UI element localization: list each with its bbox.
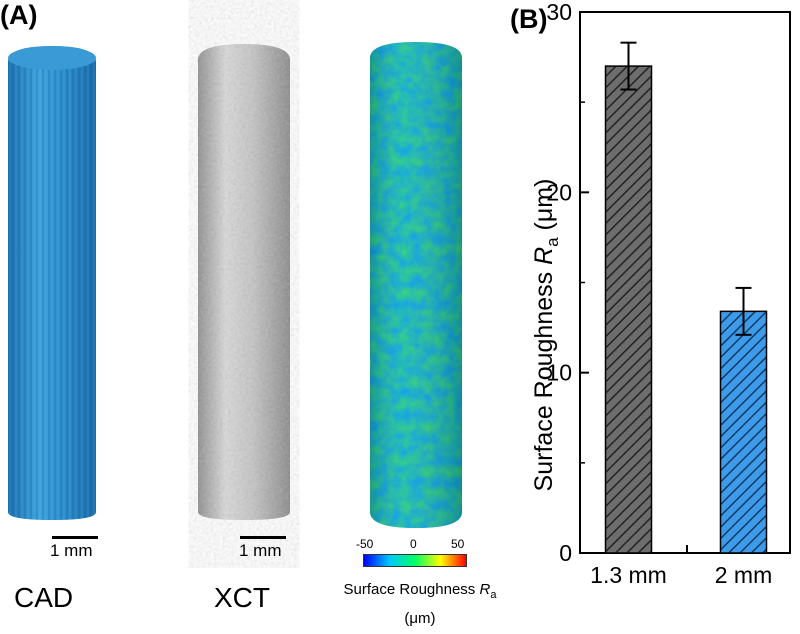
colorbar-max-label: 50 xyxy=(451,537,465,551)
y-axis-label-unit: (μm) xyxy=(530,179,558,238)
colorbar-mid-label: 0 xyxy=(410,537,417,551)
y-tick-label: 0 xyxy=(559,540,572,566)
x-tick-label: 2 mm xyxy=(715,562,773,588)
y-axis-label: Surface Roughness Ra (μm) xyxy=(530,179,562,492)
cad-cylinder xyxy=(8,46,96,520)
roughness-map-cylinder xyxy=(370,42,462,528)
caption-cad: CAD xyxy=(14,582,74,613)
bar-1 xyxy=(604,65,653,554)
y-axis-label-var: R xyxy=(530,247,558,265)
scale-bar-cad-label: 1 mm xyxy=(50,541,93,560)
caption-xct: XCT xyxy=(214,582,270,613)
y-tick-label: 10 xyxy=(546,360,572,386)
panel-b-label: (B) xyxy=(510,4,547,34)
bar-2 xyxy=(719,310,768,554)
scale-bar-xct xyxy=(240,536,286,539)
colorbar-title-main: Surface Roughness xyxy=(343,581,480,598)
scale-bar-xct-label: 1 mm xyxy=(239,541,282,560)
y-axis-label-main: Surface Roughness xyxy=(530,265,558,492)
xct-cylinder xyxy=(198,44,290,520)
panel-a-label: (A) xyxy=(0,0,38,30)
panel-a-illustrations xyxy=(8,42,462,539)
scale-bar-cad xyxy=(52,536,98,539)
colorbar-title: Surface Roughness Ra (μm) xyxy=(320,578,520,630)
y-axis-label-sub: a xyxy=(543,237,562,247)
colorbar-title-sub: a xyxy=(490,589,497,601)
colorbar-title-unit: (μm) xyxy=(404,610,436,627)
y-tick-label: 20 xyxy=(546,179,572,205)
x-tick-label: 1.3 mm xyxy=(590,562,667,588)
colorbar-title-var: R xyxy=(479,581,491,598)
roughness-bar-chart: (B) Surface Roughness Ra (μm) 0 10 20 30 1.3… xyxy=(510,0,791,588)
colorbar xyxy=(363,554,467,567)
y-tick-label: 30 xyxy=(546,0,572,25)
colorbar-min-label: -50 xyxy=(356,537,374,551)
